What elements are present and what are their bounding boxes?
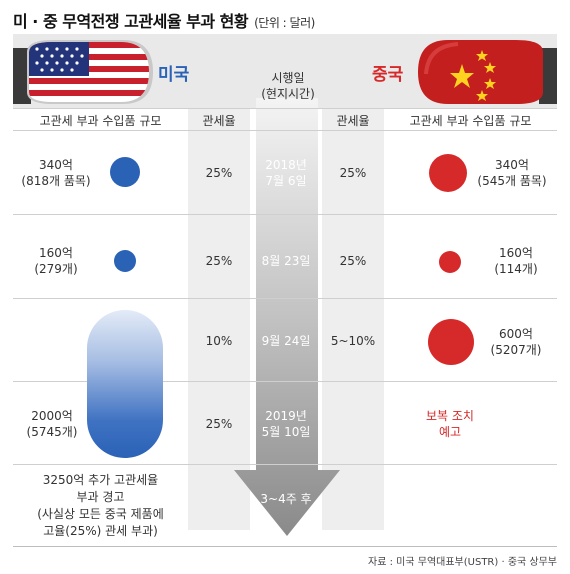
cn-scale-header: 고관세 부과 수입품 규모 bbox=[409, 114, 532, 128]
page-title: 미 · 중 무역전쟁 고관세율 부과 현황 (단위 : 달러) bbox=[13, 8, 315, 32]
cn-rate-row2: 25% bbox=[339, 254, 367, 268]
us-amount-value: 160억 bbox=[39, 246, 73, 260]
footer-line bbox=[13, 546, 557, 547]
cn-retaliation-line2: 예고 bbox=[438, 425, 462, 439]
us-amount-count: (279개) bbox=[34, 262, 78, 276]
cn-amount-count: (114개) bbox=[494, 262, 538, 276]
us-rate-column-band bbox=[188, 108, 250, 530]
warning-line3: (사실상 모든 중국 제품에 bbox=[37, 507, 164, 521]
effective-date-label: 시행일 bbox=[271, 71, 305, 85]
arrow-label: 3~4주 후 bbox=[260, 492, 312, 506]
us-label: 미국 bbox=[158, 65, 190, 85]
cn-rate-column-band bbox=[322, 108, 384, 530]
cn-retaliation-line1: 보복 조치 bbox=[426, 409, 474, 423]
unit-label: (단위 : 달러) bbox=[254, 16, 315, 30]
us-tariff-warning: 3250억 추가 고관세율 부과 경고 (사실상 모든 중국 제품에 고율(25… bbox=[13, 472, 188, 540]
us-amount-row4: 2000억 (5745개) bbox=[16, 408, 88, 440]
us-amount-row1: 340억 (818개 품목) bbox=[16, 157, 96, 189]
date-row3: 9월 24일 bbox=[261, 334, 311, 348]
effective-date-note: (현지시간) bbox=[261, 87, 315, 101]
cn-bubble-160 bbox=[439, 251, 461, 273]
header-bottom-line bbox=[13, 130, 557, 131]
row-divider bbox=[13, 381, 557, 382]
cn-rate-header: 관세율 bbox=[336, 114, 370, 128]
us-boxing-glove-icon bbox=[13, 34, 163, 108]
cn-rate-row1: 25% bbox=[339, 166, 367, 180]
date-row1: 2018년 7월 6일 bbox=[250, 157, 322, 189]
china-boxing-glove-icon bbox=[398, 34, 557, 108]
row-divider bbox=[13, 298, 557, 299]
us-amount-row2: 160억 (279개) bbox=[16, 245, 96, 277]
timeline-arrow bbox=[234, 98, 340, 536]
warning-line1: 3250억 추가 고관세율 bbox=[42, 473, 159, 487]
header-top-line bbox=[13, 108, 557, 109]
cn-bubble-600 bbox=[428, 319, 474, 365]
us-amount-value: 2000억 bbox=[31, 409, 73, 423]
cn-amount-row1: 340억 (545개 품목) bbox=[470, 157, 554, 189]
cn-amount-value: 600억 bbox=[499, 327, 533, 341]
cn-bubble-340 bbox=[429, 154, 467, 192]
date-year: 2018년 bbox=[265, 158, 307, 172]
us-rate-row1: 25% bbox=[205, 166, 233, 180]
effective-date-header: 시행일 (현지시간) bbox=[258, 70, 318, 102]
warning-line2: 부과 경고 bbox=[76, 490, 125, 504]
us-amount-count: (818개 품목) bbox=[21, 174, 91, 188]
us-bubbles bbox=[87, 157, 163, 458]
us-amount-value: 340억 bbox=[39, 158, 73, 172]
cn-retaliation-notice: 보복 조치 예고 bbox=[400, 408, 500, 440]
cn-amount-value: 160억 bbox=[499, 246, 533, 260]
date-row4: 2019년 5월 10일 bbox=[250, 408, 322, 440]
us-bubble-2000 bbox=[87, 310, 163, 458]
cn-amount-value: 340억 bbox=[495, 158, 529, 172]
us-rate-row3: 10% bbox=[205, 334, 233, 348]
cn-rate-row3: 5~10% bbox=[330, 334, 376, 348]
us-bubble-340 bbox=[110, 157, 140, 187]
china-label: 중국 bbox=[372, 65, 404, 85]
us-bubble-160 bbox=[114, 250, 136, 272]
us-amount-count: (5745개) bbox=[26, 425, 78, 439]
us-rate-row4: 25% bbox=[205, 417, 233, 431]
date-year: 2019년 bbox=[265, 409, 307, 423]
china-bubbles bbox=[428, 154, 474, 365]
us-rate-header: 관세율 bbox=[202, 114, 236, 128]
us-scale-header: 고관세 부과 수입품 규모 bbox=[39, 114, 162, 128]
row-divider bbox=[13, 214, 557, 215]
warning-line4: 고율(25%) 관세 부과) bbox=[43, 524, 158, 538]
date-row2: 8월 23일 bbox=[261, 254, 311, 268]
cn-amount-row3: 600억 (5207개) bbox=[478, 326, 554, 358]
row-divider bbox=[13, 464, 557, 465]
title-text: 미 · 중 무역전쟁 고관세율 부과 현황 bbox=[13, 12, 249, 31]
cn-amount-row2: 160억 (114개) bbox=[476, 245, 556, 277]
us-rate-row2: 25% bbox=[205, 254, 233, 268]
source-note: 자료 : 미국 무역대표부(USTR) · 중국 상무부 bbox=[368, 557, 557, 568]
cn-amount-count: (545개 품목) bbox=[477, 174, 547, 188]
cn-amount-count: (5207개) bbox=[490, 343, 542, 357]
date-day: 7월 6일 bbox=[265, 174, 307, 188]
date-day: 5월 10일 bbox=[261, 425, 311, 439]
